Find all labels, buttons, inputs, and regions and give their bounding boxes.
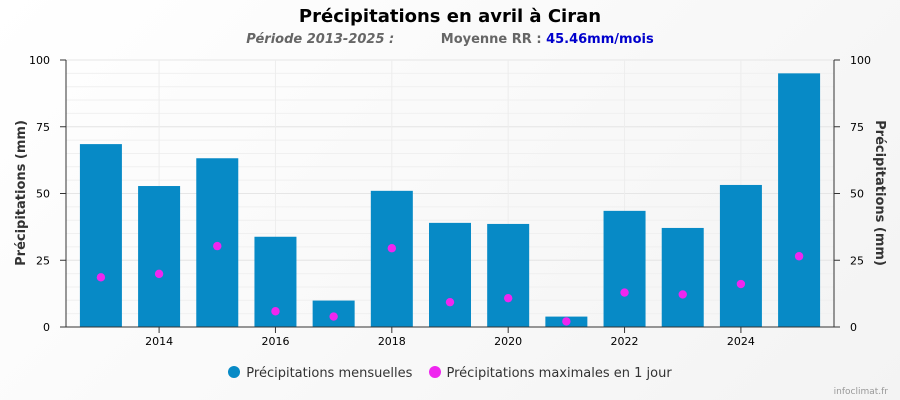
point-2016[interactable] — [271, 307, 280, 316]
legend-item-monthly[interactable]: Précipitations mensuelles — [228, 366, 412, 381]
y-tick-label-left: 75 — [36, 121, 50, 134]
y-tick-label-right: 75 — [850, 121, 864, 134]
x-tick-label: 2018 — [378, 335, 406, 348]
bar-series — [79, 73, 821, 327]
legend-label-daily-max: Précipitations maximales en 1 jour — [446, 366, 672, 381]
point-2015[interactable] — [213, 241, 222, 251]
point-2013[interactable] — [96, 273, 106, 282]
point-2019[interactable] — [445, 297, 455, 307]
y-tick-label-right: 50 — [850, 188, 864, 201]
y-tick-label-left: 0 — [43, 321, 50, 334]
point-series — [96, 241, 804, 326]
bar-2013[interactable] — [79, 144, 122, 327]
point-2020[interactable] — [503, 293, 513, 303]
source-credit[interactable]: infoclimat.fr — [833, 387, 888, 397]
legend-marker-monthly — [228, 366, 241, 378]
point-2014[interactable] — [154, 269, 164, 279]
period-label: Période 2013-2025 : — [246, 32, 395, 47]
average-value: 45.46mm/mois — [546, 32, 654, 47]
chart-subtitle: Période 2013-2025 : Moyenne RR : 45.46mm… — [0, 32, 900, 47]
point-2018[interactable] — [387, 244, 397, 253]
bar-2023[interactable] — [661, 227, 704, 327]
legend-label-monthly: Précipitations mensuelles — [246, 366, 413, 381]
bar-2018[interactable] — [370, 190, 413, 327]
tick-labels: 0 0 25 25 50 50 75 75 100 100 2014 2016 2018 2020 2022… — [29, 54, 871, 348]
point-2021[interactable] — [562, 317, 571, 326]
bar-2014[interactable] — [138, 186, 181, 327]
axes — [60, 59, 840, 333]
bar-2020[interactable] — [487, 223, 530, 327]
x-tick-label: 2022 — [611, 335, 639, 348]
x-tick-label: 2024 — [727, 335, 755, 348]
average-label: Moyenne RR : — [440, 32, 542, 47]
bar-2025[interactable] — [778, 73, 821, 327]
bar-2024[interactable] — [719, 184, 762, 327]
y-tick-label-right: 25 — [850, 254, 864, 267]
y-tick-label-right: 0 — [850, 321, 857, 334]
y-axis-label-left: Précipitations (mm) — [14, 120, 29, 266]
y-tick-label-left: 25 — [36, 254, 50, 267]
y-tick-label-right: 100 — [850, 54, 871, 67]
legend: Précipitations mensuelles Précipitations… — [0, 366, 900, 381]
bar-2022[interactable] — [603, 210, 646, 327]
x-tick-label: 2016 — [261, 335, 289, 348]
point-2024[interactable] — [736, 279, 746, 289]
y-tick-label-left: 50 — [36, 188, 50, 201]
y-axis-label-right: Précipitations (mm) — [872, 120, 887, 266]
point-2017[interactable] — [329, 312, 338, 321]
point-2022[interactable] — [620, 288, 629, 297]
chart-title: Précipitations en avril à Ciran — [298, 6, 602, 27]
point-2023[interactable] — [678, 290, 687, 299]
x-tick-label: 2020 — [494, 335, 522, 348]
legend-marker-daily-max — [428, 366, 441, 378]
y-tick-label-left: 100 — [29, 54, 50, 67]
legend-item-daily-max[interactable]: Précipitations maximales en 1 jour — [428, 366, 672, 381]
x-tick-label: 2014 — [145, 335, 173, 348]
point-2025[interactable] — [794, 252, 804, 261]
bar-2019[interactable] — [429, 222, 471, 327]
